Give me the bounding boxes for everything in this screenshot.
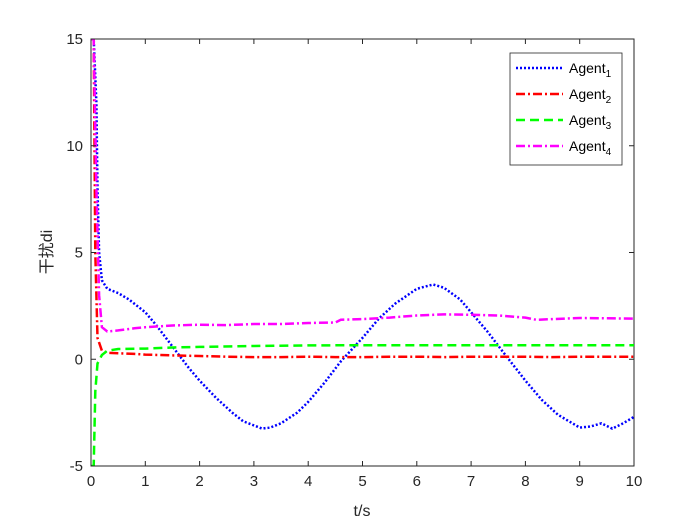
x-tick-label: 9 xyxy=(576,473,584,490)
y-tick-label: 5 xyxy=(75,245,83,262)
series-line-2 xyxy=(91,39,634,359)
legend: Agent1 Agent2 Agent3 Agent4 xyxy=(509,52,623,166)
y-tick-label: 15 xyxy=(66,31,83,48)
x-tick-label: 5 xyxy=(358,473,366,490)
series-layer xyxy=(91,39,634,466)
series-line-3 xyxy=(91,343,634,466)
x-tick-label: 10 xyxy=(626,473,643,490)
x-tick-label: 7 xyxy=(467,473,475,490)
x-axis-label: t/s xyxy=(354,503,371,520)
y-tick-label: 0 xyxy=(75,351,83,368)
x-tick-label: 3 xyxy=(250,473,258,490)
x-tick-label: 6 xyxy=(413,473,421,490)
series-line-4 xyxy=(91,39,634,333)
y-axis-label: 干扰di xyxy=(38,230,56,274)
legend-label-3: Agent3 xyxy=(569,112,612,132)
x-tick-label: 4 xyxy=(304,473,312,490)
legend-label-2: Agent2 xyxy=(569,86,612,106)
x-tick-label: 1 xyxy=(141,473,149,490)
series-line-1 xyxy=(91,39,634,430)
y-tick-label: 10 xyxy=(66,138,83,155)
legend-label-4: Agent4 xyxy=(569,138,612,158)
x-tick-label: 0 xyxy=(87,473,95,490)
x-tick-label: 2 xyxy=(195,473,203,490)
y-tick-label: -5 xyxy=(70,458,83,475)
x-tick-label: 8 xyxy=(521,473,529,490)
legend-label-1: Agent1 xyxy=(569,60,612,80)
